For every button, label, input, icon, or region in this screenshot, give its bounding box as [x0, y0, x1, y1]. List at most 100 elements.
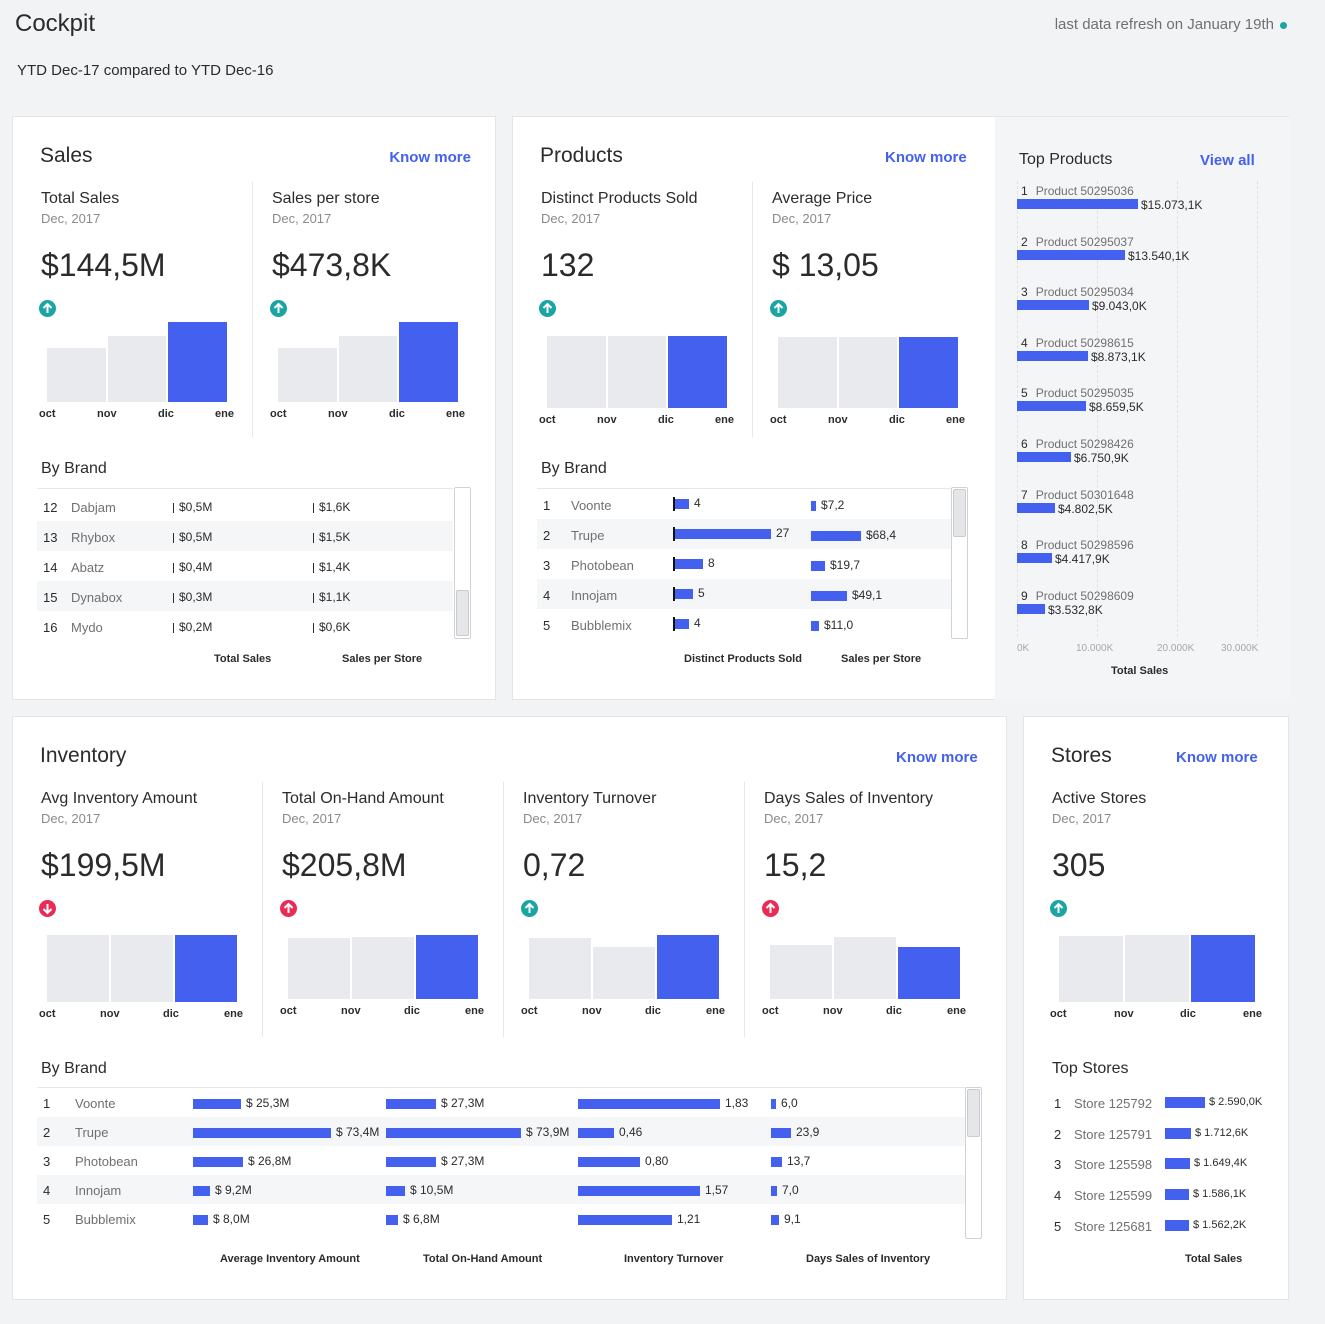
kpi-divider [252, 182, 253, 437]
products-card: Products Know more Distinct Products Sol… [512, 116, 1289, 700]
sales-know-more-link[interactable]: Know more [389, 149, 471, 166]
inventory-know-more-link[interactable]: Know more [896, 749, 978, 766]
product-rank: 6 [1021, 437, 1028, 451]
table-row[interactable]: 5 Bubblemix 4 $11,0 [537, 609, 953, 639]
inventory-title: Inventory [40, 744, 127, 767]
store-rank: 4 [1054, 1188, 1062, 1204]
top-product-item[interactable]: 7 Product 50301648 [1021, 488, 1134, 502]
table-row[interactable]: 13 Rhybox $0,5M $1,5K [37, 521, 453, 551]
inventory-table-scrollbar[interactable] [965, 1087, 982, 1239]
current-month-bar [168, 322, 227, 402]
kpi-divider [752, 182, 753, 437]
axis-label-oct: oct [770, 414, 787, 426]
prior-month-bar [107, 336, 167, 402]
product-bar [1017, 249, 1125, 260]
trend-up-icon [39, 300, 56, 317]
scrollbar-thumb[interactable] [456, 590, 469, 636]
kpi-date: Dec, 2017 [772, 211, 832, 226]
kpi-label: Inventory Turnover [523, 790, 657, 807]
row-brand: Innojam [571, 588, 618, 603]
bar-mark [173, 532, 174, 543]
sales-table-scrollbar[interactable] [454, 487, 471, 639]
table-row[interactable]: 1 Voonte 4 $7,2 [537, 489, 953, 519]
top-product-item[interactable]: 4 Product 50298615 [1021, 336, 1134, 350]
tick-label: 30.000K [1221, 643, 1259, 654]
per-store-cell: $1,4K [313, 560, 350, 574]
product-bar [1017, 553, 1052, 564]
store-name[interactable]: Store 125792 [1074, 1096, 1153, 1111]
table-row[interactable]: 3 Photobean $ 26,8M $ 27,3M 0,80 13,7 [37, 1146, 965, 1175]
distinct-bar [675, 528, 771, 539]
bar-mark [313, 622, 314, 633]
table-row[interactable]: 15 Dynabox $0,3M $1,1K [37, 581, 453, 611]
top-product-item[interactable]: 1 Product 50295036 [1021, 184, 1134, 198]
bar-mark [173, 562, 174, 573]
current-month-bar [1191, 935, 1255, 1002]
products-table-scrollbar[interactable] [951, 487, 968, 639]
per-store-bar [811, 560, 825, 571]
view-all-link[interactable]: View all [1200, 152, 1255, 169]
product-value: $4.802,5K [1058, 501, 1113, 516]
table-row[interactable]: 5 Bubblemix $ 8,0M $ 6,8M 1,21 9,1 [37, 1204, 965, 1233]
avg-cell: $ 9,2M [193, 1183, 252, 1197]
sales-card: Sales Know more Total Sales Dec, 2017 $1… [12, 116, 496, 700]
column-label-days-sales: Days Sales of Inventory [806, 1253, 931, 1265]
table-row[interactable]: 12 Dabjam $0,5M $1,6K [37, 491, 453, 521]
product-name: Product 50295035 [1035, 386, 1134, 401]
distinct-cell: 27 [673, 526, 789, 541]
top-product-item[interactable]: 9 Product 50298609 [1021, 589, 1134, 603]
zero-line [673, 526, 675, 541]
cell-value: $0,6K [319, 620, 351, 634]
prior-month-bar [607, 336, 667, 408]
cell-value: 5 [698, 586, 705, 600]
table-row[interactable]: 4 Innojam $ 9,2M $ 10,5M 1,57 7,0 [37, 1175, 965, 1204]
scrollbar-thumb[interactable] [967, 1089, 980, 1137]
product-name: Product 50295034 [1035, 285, 1134, 300]
table-row[interactable]: 1 Voonte $ 25,3M $ 27,3M 1,83 6,0 [37, 1088, 965, 1117]
table-row[interactable]: 16 Mydo $0,2M $0,6K [37, 611, 453, 640]
axis-label-ene: ene [947, 1005, 966, 1017]
scrollbar-thumb[interactable] [953, 489, 966, 537]
top-product-item[interactable]: 8 Product 50298596 [1021, 538, 1134, 552]
table-row[interactable]: 4 Innojam 5 $49,1 [537, 579, 953, 609]
cell-value: $1,6K [319, 500, 351, 514]
row-rank: 3 [43, 1154, 51, 1169]
table-row[interactable]: 2 Trupe 27 $68,4 [537, 519, 953, 549]
inventory-card: Inventory Know more By Brand 1 Voonte $ 25… [12, 716, 1007, 1300]
stores-know-more-link[interactable]: Know more [1176, 749, 1258, 766]
store-name[interactable]: Store 125599 [1074, 1188, 1153, 1204]
table-row[interactable]: 2 Trupe $ 73,4M $ 73,9M 0,46 23,9 [37, 1117, 965, 1146]
store-bar [1165, 1097, 1205, 1108]
products-know-more-link[interactable]: Know more [885, 149, 967, 166]
by-brand-label: By Brand [541, 460, 607, 477]
row-brand: Photobean [75, 1154, 138, 1169]
prior-month-bar [1125, 935, 1189, 1002]
product-value: $13.540,1K [1128, 248, 1190, 263]
row-brand: Photobean [571, 558, 634, 573]
days-bar [771, 1156, 782, 1167]
prior-month-bar [288, 938, 350, 999]
row-brand: Dabjam [71, 500, 116, 515]
kpi-label: Distinct Products Sold [541, 190, 698, 207]
distinct-bar [675, 498, 689, 509]
axis-label-oct: oct [762, 1005, 779, 1017]
per-store-cell: $1,5K [313, 530, 350, 544]
top-product-item[interactable]: 6 Product 50298426 [1021, 437, 1134, 451]
axis-label-ene: ene [224, 1008, 243, 1020]
top-product-item[interactable]: 2 Product 50295037 [1021, 235, 1134, 249]
column-label-sales-per-store: Sales per Store [342, 653, 423, 665]
table-row[interactable]: 14 Abatz $0,4M $1,4K [37, 551, 453, 581]
kpi-value: $473,8K [272, 247, 392, 283]
store-name[interactable]: Store 125598 [1074, 1157, 1153, 1173]
stores-card: Stores Know more Active Stores Dec, 2017… [1023, 716, 1289, 1300]
row-brand: Trupe [571, 528, 605, 543]
cell-value: 1,57 [705, 1183, 729, 1197]
store-name[interactable]: Store 125681 [1074, 1218, 1153, 1234]
store-name[interactable]: Store 125791 [1074, 1126, 1153, 1142]
top-product-item[interactable]: 3 Product 50295034 [1021, 285, 1134, 299]
top-product-item[interactable]: 5 Product 50295035 [1021, 386, 1134, 400]
row-rank: 4 [543, 588, 551, 603]
cell-value: $0,5M [179, 530, 213, 544]
axis-label: Total Sales [1111, 665, 1169, 677]
table-row[interactable]: 3 Photobean 8 $19,7 [537, 549, 953, 579]
